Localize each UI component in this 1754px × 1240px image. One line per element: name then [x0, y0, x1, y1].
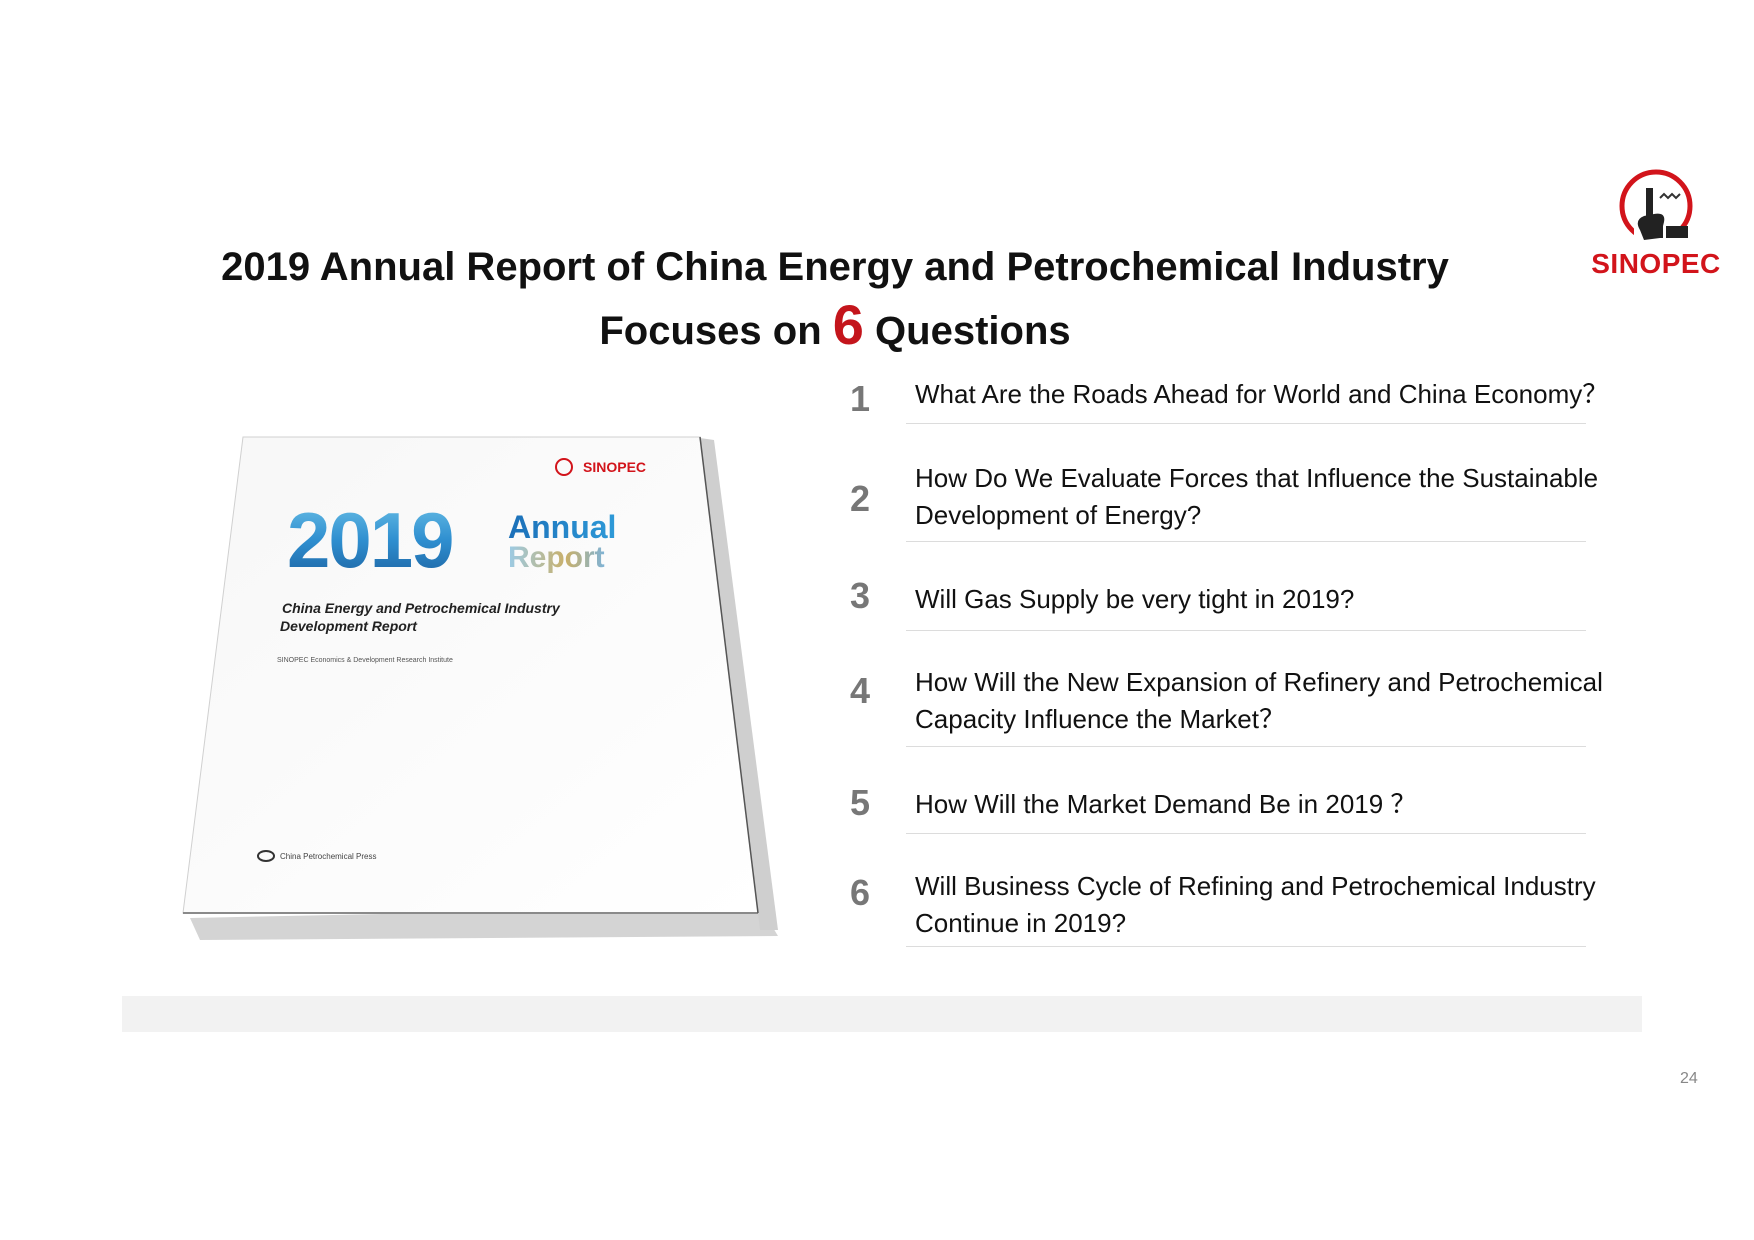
question-text: Will Gas Supply be very tight in 2019?	[915, 581, 1695, 618]
book-publisher: China Petrochemical Press	[257, 850, 376, 862]
book-edge-shadow	[700, 438, 778, 930]
question-separator	[906, 541, 1586, 542]
book-word-report: Report	[508, 541, 605, 574]
sinopec-emblem-icon	[1619, 169, 1693, 246]
book-right-edge	[699, 436, 759, 914]
question-number: 3	[849, 575, 871, 616]
question-line-1: Will Business Cycle of Refining and Petr…	[915, 871, 1596, 901]
question-number: 4	[849, 670, 871, 711]
book-institute: SINOPEC Economics & Development Research…	[277, 657, 453, 664]
question-line-1: How Will the Market Demand Be in 2019 ？	[915, 789, 1417, 819]
book-brand: SINOPEC	[555, 458, 646, 476]
book-shadow	[190, 906, 778, 940]
sinopec-logo: SINOPEC	[1574, 160, 1738, 292]
question-line-2: Continue in 2019?	[915, 908, 1127, 938]
title-line-1: 2019 Annual Report of China Energy and P…	[221, 245, 1449, 289]
book-subtitle-line-1: China Energy and Petrochemical Industry	[282, 600, 561, 616]
bottom-band	[122, 996, 1642, 1032]
question-line-1: How Will the New Expansion of Refinery a…	[915, 667, 1603, 697]
question-line-1: Will Gas Supply be very tight in 2019?	[915, 584, 1355, 614]
question-line-2: Development of Energy?	[915, 500, 1202, 530]
question-separator	[906, 833, 1586, 834]
question-number: 6	[849, 872, 871, 913]
annual-report-book-cover: SINOPEC 2019 Annual Report China Energy …	[182, 436, 778, 940]
question-line-2: Capacity Influence the Market？	[915, 704, 1285, 734]
question-text: How Will the Market Demand Be in 2019 ？	[915, 786, 1695, 823]
question-number: 2	[849, 478, 871, 519]
book-brand-icon	[555, 458, 573, 476]
question-separator	[906, 423, 1586, 424]
book-year: 2019	[287, 496, 453, 584]
book-publisher-text: China Petrochemical Press	[280, 852, 376, 861]
publisher-logo-icon	[257, 850, 275, 862]
question-separator	[906, 946, 1586, 947]
question-text: What Are the Roads Ahead for World and C…	[915, 376, 1695, 413]
question-text: How Will the New Expansion of Refinery a…	[915, 664, 1695, 738]
sinopec-logo-text: SINOPEC	[1591, 248, 1721, 279]
question-text: How Do We Evaluate Forces that Influence…	[915, 460, 1695, 534]
question-number: 5	[849, 782, 871, 823]
question-text: Will Business Cycle of Refining and Petr…	[915, 868, 1695, 942]
title-suffix: Questions	[863, 309, 1071, 353]
slide-title: 2019 Annual Report of China Energy and P…	[120, 238, 1550, 360]
title-prefix: Focuses on	[599, 309, 833, 353]
book-brand-text: SINOPEC	[583, 459, 646, 475]
title-line-2: Focuses on 6 Questions	[120, 296, 1550, 360]
book-word-annual: Annual	[508, 509, 616, 545]
title-highlight-number: 6	[832, 293, 864, 356]
question-line-1: How Do We Evaluate Forces that Influence…	[915, 463, 1599, 493]
book-subtitle-line-2: Development Report	[280, 618, 418, 634]
question-number: 1	[849, 378, 871, 419]
question-separator	[906, 630, 1586, 631]
question-separator	[906, 746, 1586, 747]
question-line-1: What Are the Roads Ahead for World and C…	[915, 379, 1609, 409]
book-cover-page	[182, 436, 759, 914]
page-number: 24	[1680, 1070, 1698, 1087]
